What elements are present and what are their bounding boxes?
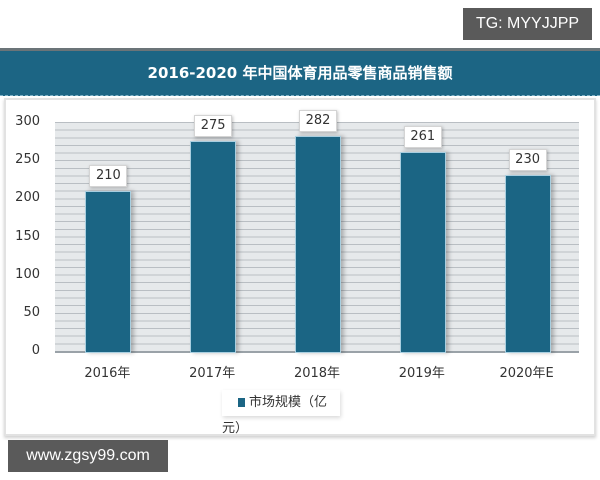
watermark-bottom: www.zgsy99.com xyxy=(8,440,168,472)
bar xyxy=(399,151,446,353)
y-tick-label: 50 xyxy=(23,304,40,320)
x-tick-label: 2016年 xyxy=(84,366,131,381)
y-tick-label: 200 xyxy=(15,190,40,206)
y-tick-label: 100 xyxy=(15,266,40,282)
y-tick-label: 250 xyxy=(15,152,40,168)
watermark-top: TG: MYYJJPP xyxy=(463,8,592,40)
y-tick-label: 300 xyxy=(15,114,40,129)
bar xyxy=(85,190,132,353)
bar xyxy=(295,135,341,353)
data-label: 230 xyxy=(508,149,547,172)
bar xyxy=(190,141,237,353)
data-label: 282 xyxy=(299,109,337,132)
x-tick-label: 2019年 xyxy=(398,366,445,381)
x-tick-label: 2020年E xyxy=(499,366,554,381)
header-top-rule xyxy=(0,48,600,51)
bar xyxy=(504,175,551,353)
x-tick-label: 2018年 xyxy=(293,366,341,381)
chart-title: 2016-2020 年中国体育用品零售商品销售额 xyxy=(147,64,453,82)
x-tick-label: 2017年 xyxy=(189,366,236,381)
data-label: 261 xyxy=(403,125,442,148)
data-label: 275 xyxy=(194,115,233,138)
chart-header: 2016-2020 年中国体育用品零售商品销售额 xyxy=(0,51,600,96)
y-tick-label: 150 xyxy=(15,228,40,244)
legend-label: 市场规模（亿元） xyxy=(222,395,328,436)
y-tick-label: 0 xyxy=(31,343,40,358)
data-label: 210 xyxy=(89,164,128,187)
legend-swatch-icon xyxy=(238,398,245,407)
legend: 市场规模（亿元） xyxy=(222,390,340,436)
